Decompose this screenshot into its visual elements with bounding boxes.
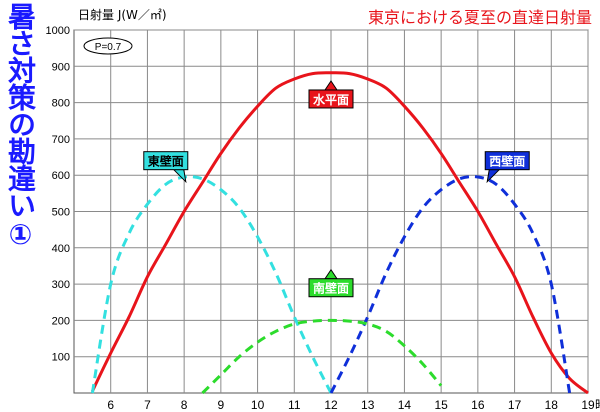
x-tick-label: 14 [398,398,412,412]
series-line [329,175,572,394]
grid [73,29,589,394]
y-tick-label: 200 [52,315,70,327]
series-line [91,71,589,395]
series-label-text: 水平面 [313,92,349,107]
annotation-text: P=0.7 [95,42,122,53]
series-label-box [484,151,530,171]
series-label: 西壁面 [484,151,530,184]
series-label-text: 南壁面 [313,281,349,296]
y-tick-label: 700 [52,134,70,146]
series-label-text: 東壁面 [148,154,184,169]
series-label: 南壁面 [308,268,354,298]
series-label: 水平面 [308,80,354,109]
series-label-box [143,151,189,171]
series-line [201,318,443,395]
annotations: P=0.7 [83,37,133,55]
y-tick-label: 400 [52,243,70,255]
y-tick-label: 800 [52,98,70,110]
y-tick-label: 100 [52,352,70,364]
x-tick-label: 18 [545,398,559,412]
x-axis-unit: 時 [595,398,600,412]
side-title: 暑さ対策の勘違い① [4,2,37,250]
curves [90,71,589,395]
y-axis-label: 日射量 J(W／㎡) [78,8,167,22]
ticks: 6 7 8 9 10 11 12 13 14 15 16 17 18 19時 100 200 300 400 500… [46,25,600,412]
x-tick-label: 15 [434,398,448,412]
x-tick-label: 9 [218,398,225,412]
x-tick-label: 13 [361,398,375,412]
series-label-text: 西壁面 [489,154,525,169]
series-label: 東壁面 [143,151,189,184]
x-tick-label: 10 [251,398,265,412]
y-tick-label: 500 [52,207,70,219]
x-tick-label: 8 [181,398,188,412]
x-tick-label: 6 [107,398,114,412]
series-label-box [308,89,354,109]
series-label-box [308,278,354,298]
y-tick-label: 1000 [46,25,70,37]
y-tick-label: 300 [52,279,70,291]
x-tick-label: 19 [581,398,595,412]
x-tick-label: 12 [324,398,338,412]
chart-title: 東京における夏至の直達日射量 [367,8,592,27]
series-line [90,175,333,394]
annotation-bubble [83,37,133,55]
x-tick-label: 11 [288,398,301,412]
y-tick-label: 600 [52,170,70,182]
y-tick-label: 900 [52,61,70,73]
x-tick-label: 17 [508,398,522,412]
x-tick-label: 16 [471,398,485,412]
x-tick-label: 7 [144,398,151,412]
